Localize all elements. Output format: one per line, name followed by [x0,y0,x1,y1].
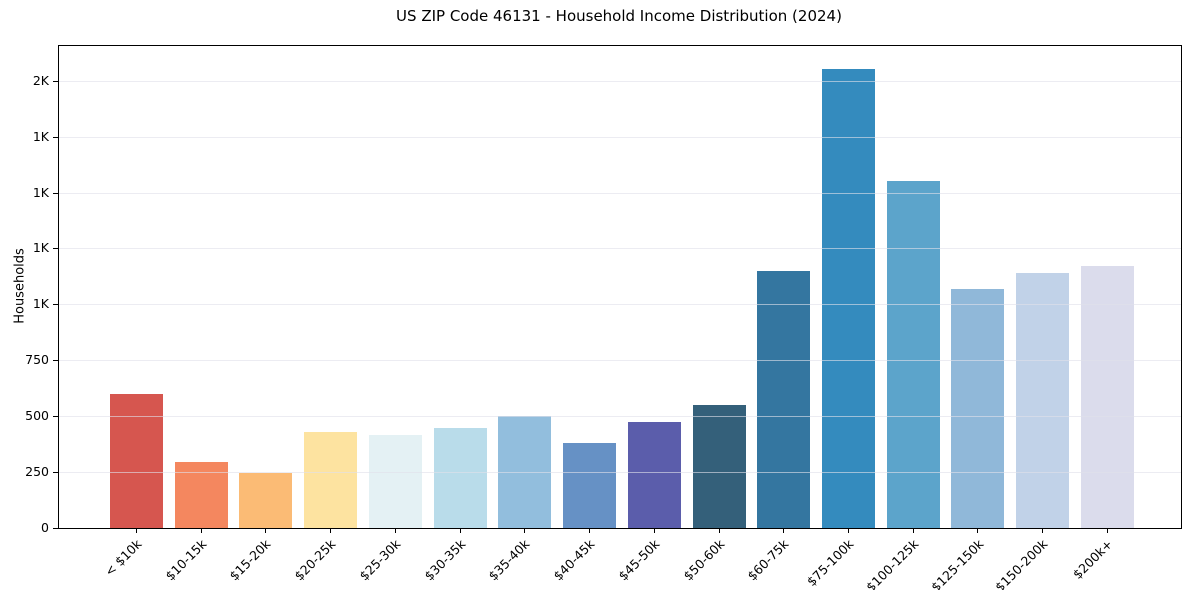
bar [563,443,617,528]
bar [886,181,940,528]
x-tick-mark [524,528,526,533]
x-tick-mark [265,528,267,533]
x-tick-label: $45-50k [615,536,663,584]
gridline [59,304,1181,306]
y-tick-mark [53,304,58,306]
x-tick-mark [459,528,461,533]
y-tick-mark [53,80,58,82]
y-tick-label: 500 [25,408,49,424]
x-tick-mark [330,528,332,533]
x-tick-mark [136,528,137,533]
x-tick-label: $30-35k [421,536,469,584]
bar [433,428,487,528]
gridline [59,192,1181,194]
gridline [59,472,1181,474]
x-tick-label: $10-15k [162,536,210,584]
bar [822,69,876,528]
chart-title: US ZIP Code 46131 - Household Income Dis… [396,7,842,25]
bar [757,271,811,528]
y-axis-label: Households [12,248,28,324]
gridline [59,80,1181,82]
y-tick-label: 250 [25,464,49,480]
bar [498,416,552,528]
y-tick-label: 0 [41,520,49,535]
y-tick-mark [53,136,58,138]
y-tick-mark [53,528,58,529]
y-tick-label: 750 [25,352,49,368]
x-tick-mark [1106,528,1108,533]
x-tick-label: $20-25k [291,536,339,584]
plot-area: 0 250 500 750 1K 1K 1K 1K 2K < $10k $10-15k $15-20k… [25,45,1182,590]
y-tick-mark [53,248,58,250]
x-tick-mark [912,528,914,533]
y-tick-mark [53,360,58,362]
bar [951,289,1005,528]
x-tick-mark [589,528,591,533]
x-tick-label: $25-30k [356,536,404,584]
x-tick-label: $150-200k [992,536,1051,590]
x-tick-mark [653,528,655,533]
y-tick-mark [53,472,58,474]
x-tick-mark [1042,528,1044,533]
bar [1016,273,1070,528]
bar [692,405,746,528]
x-tick-mark [200,528,202,533]
x-tick-label: $15-20k [226,536,274,584]
x-tick-mark [783,528,785,533]
x-tick-label: < $10k [101,536,145,580]
x-tick-label: $100-125k [862,536,922,590]
bar [304,432,358,528]
x-tick-label: $60-75k [744,536,792,584]
x-tick-label: $200k+ [1069,536,1116,582]
y-tick-label: 2K [32,72,49,88]
x-tick-label: $35-40k [485,536,533,584]
y-tick-label: 1K [32,184,49,200]
x-tick-label: $125-150k [927,536,986,590]
x-tick-label: $75-100k [803,536,857,589]
x-tick-label: $50-60k [679,536,727,584]
x-tick-mark [394,528,396,533]
x-tick-mark [718,528,720,533]
y-tick-mark [53,416,58,418]
y-tick-label: 1K [32,128,49,144]
bar [110,394,163,528]
bar [627,422,681,528]
x-tick-label: $40-45k [550,536,598,584]
x-tick-mark [977,528,979,533]
gridline [59,416,1181,418]
y-tick-mark [53,192,58,194]
bar [239,473,293,528]
gridline [59,136,1181,138]
y-tick-label: 1K [32,296,49,312]
x-tick-mark [848,528,850,533]
gridline [59,360,1181,362]
bar [1080,266,1134,528]
y-tick-label: 1K [32,240,49,256]
gridline [59,248,1181,250]
bar [368,435,422,528]
